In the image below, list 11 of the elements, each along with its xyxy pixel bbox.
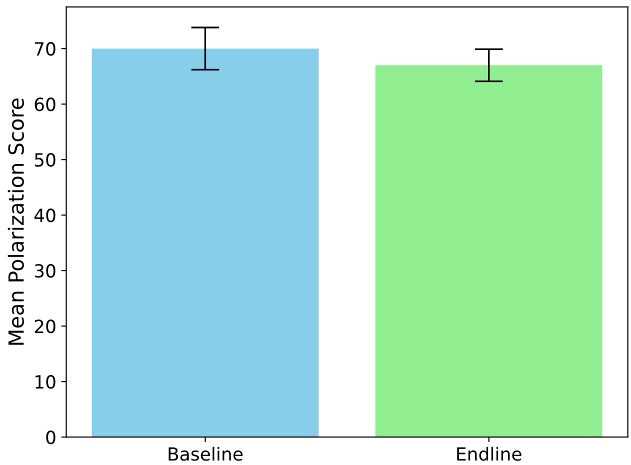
y-tick-label: 40 [34, 208, 56, 222]
x-tick-label: Baseline [168, 446, 243, 461]
y-tick-label: 20 [34, 320, 56, 334]
y-tick-label: 60 [34, 98, 56, 112]
y-tick-label: 10 [36, 375, 56, 389]
y-tick-label: 50 [34, 153, 56, 167]
y-tick-label: 70 [35, 42, 56, 56]
y-axis-title: Mean Polarization Score [8, 98, 24, 345]
x-tick-label: Endline [457, 446, 522, 461]
y-tick-label: 30 [34, 264, 56, 278]
y-tick-label: 0 [46, 430, 56, 444]
